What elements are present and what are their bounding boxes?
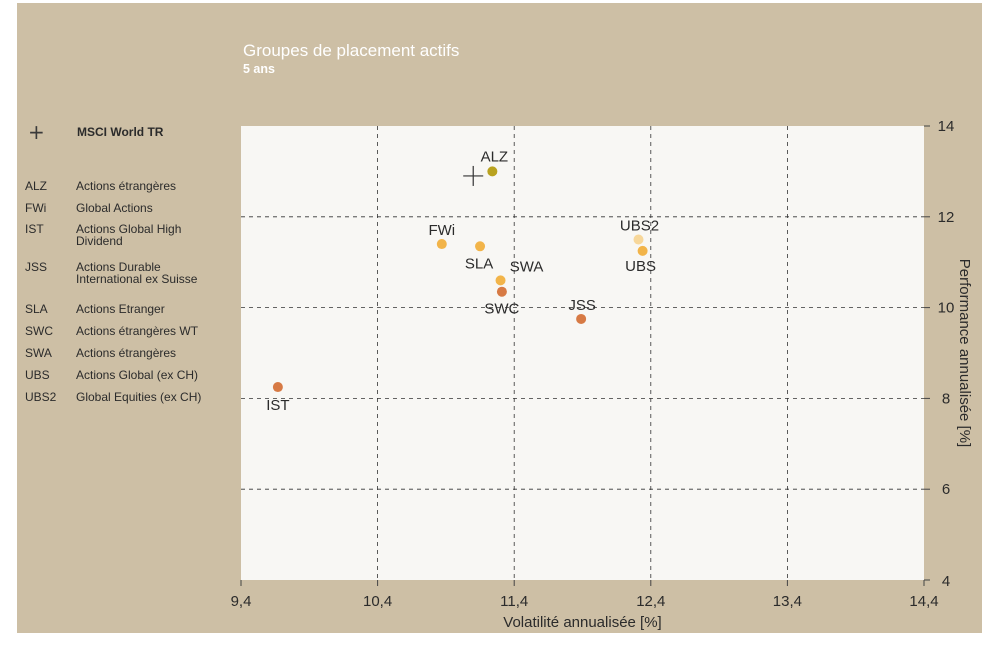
- legend-code: SLA: [25, 302, 48, 316]
- point-label-fwi: FWi: [428, 222, 455, 239]
- y-axis-label: Performance annualisée [%]: [956, 259, 973, 447]
- plus-icon: +: [28, 120, 45, 144]
- point-jss: [576, 313, 587, 324]
- x-axis-label: Volatilité annualisée [%]: [503, 614, 661, 631]
- point-label-jss: JSS: [568, 297, 596, 314]
- point-ubs2: [633, 234, 644, 245]
- x-tick-label: 13,4: [773, 593, 802, 610]
- point-label-ist: IST: [266, 397, 289, 414]
- legend-code: SWA: [25, 346, 52, 360]
- y-tick-label: 4: [942, 573, 950, 590]
- legend-code: IST: [25, 222, 44, 236]
- point-label-swc: SWC: [484, 301, 519, 318]
- point-label-ubs2: UBS2: [620, 218, 659, 235]
- plot-area: [241, 126, 924, 580]
- legend-benchmark: + MSCI World TR: [25, 120, 235, 142]
- y-tick-label: 12: [938, 209, 955, 226]
- point-label-alz: ALZ: [481, 148, 509, 165]
- legend-code: JSS: [25, 260, 48, 274]
- legend-label: Actions Global High Dividend: [76, 222, 182, 248]
- chart-title: Groupes de placement actifs: [243, 41, 460, 60]
- point-ubs: [637, 245, 648, 256]
- point-swa: [495, 275, 506, 286]
- x-tick-label: 10,4: [363, 593, 392, 610]
- y-tick-label: 14: [938, 118, 955, 135]
- point-fwi: [436, 239, 447, 250]
- legend-label: Global Actions: [76, 201, 153, 215]
- y-tick-label: 10: [938, 300, 955, 317]
- legend-label: Actions étrangères WT: [76, 324, 199, 338]
- point-ist: [272, 382, 283, 393]
- x-tick-label: 14,4: [909, 593, 938, 610]
- legend-label: Actions étrangères: [76, 346, 177, 360]
- chart-subtitle: 5 ans: [243, 62, 275, 76]
- point-alz: [487, 166, 498, 177]
- legend-label: Actions étrangères: [76, 179, 177, 193]
- point-sla: [475, 241, 486, 252]
- legend-code: ALZ: [25, 179, 48, 193]
- y-tick-label: 8: [942, 390, 950, 407]
- point-swc: [496, 286, 507, 297]
- legend-code: SWC: [25, 324, 53, 338]
- legend-label: Actions Etranger: [76, 302, 165, 316]
- legend-code: UBS: [25, 368, 50, 382]
- legend-benchmark-label: MSCI World TR: [77, 125, 164, 139]
- legend-label: Actions Durable International ex Suisse: [76, 260, 198, 286]
- x-tick-label: 11,4: [500, 593, 528, 610]
- legend-label: Global Equities (ex CH): [76, 390, 202, 404]
- legend-label: Actions Global (ex CH): [76, 368, 199, 382]
- y-tick-label: 6: [942, 481, 950, 498]
- legend-code: UBS2: [25, 390, 57, 404]
- x-tick-label: 12,4: [636, 593, 665, 610]
- x-tick-label: 9,4: [231, 593, 252, 610]
- point-label-swa: SWA: [510, 258, 544, 275]
- point-label-ubs: UBS: [625, 258, 656, 275]
- legend-code: FWi: [25, 201, 47, 215]
- point-label-sla: SLA: [465, 255, 493, 272]
